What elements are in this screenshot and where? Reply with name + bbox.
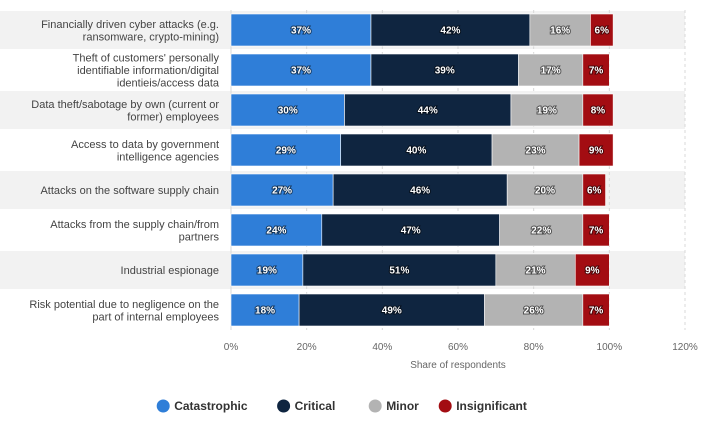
bar-segment-minor[interactable] <box>499 213 584 247</box>
bar-segment-minor[interactable] <box>510 93 584 127</box>
data-label: 46% <box>410 186 430 197</box>
data-label: 7% <box>589 226 604 237</box>
data-label: 44% <box>418 106 438 117</box>
legend-marker-insignificant[interactable] <box>438 399 452 413</box>
bar-segment-critical[interactable] <box>302 253 497 287</box>
data-label: 24% <box>266 226 286 237</box>
category-label: former) employees <box>127 111 219 123</box>
bar-segment-catastrophic[interactable] <box>230 293 300 327</box>
bar-segment-insignificant[interactable] <box>582 173 606 207</box>
bar-segment-insignificant[interactable] <box>590 13 614 47</box>
bar-segment-insignificant[interactable] <box>574 253 610 287</box>
bar-segment-catastrophic[interactable] <box>230 173 334 207</box>
x-tick-label: 60% <box>448 342 468 353</box>
category-label: part of internal employees <box>92 311 219 323</box>
data-label: 37% <box>291 26 311 37</box>
data-label: 19% <box>537 106 557 117</box>
legend-item-catastrophic[interactable]: Catastrophic <box>174 399 248 413</box>
bar-segment-critical[interactable] <box>340 133 493 167</box>
x-tick-label: 100% <box>597 342 623 353</box>
data-label: 23% <box>526 146 546 157</box>
category-label: partners <box>179 231 220 243</box>
bar-segment-critical[interactable] <box>298 293 485 327</box>
data-label: 27% <box>272 186 292 197</box>
data-label: 9% <box>585 266 600 277</box>
data-label: 6% <box>587 186 602 197</box>
bar-segment-insignificant[interactable] <box>578 133 614 167</box>
bar-segment-catastrophic[interactable] <box>230 253 304 287</box>
data-label: 47% <box>401 226 421 237</box>
bar-segment-catastrophic[interactable] <box>230 133 342 167</box>
category-label: ransomware, crypto-mining) <box>83 31 219 43</box>
x-axis-title: Share of respondents <box>410 360 506 371</box>
bar-segment-insignificant[interactable] <box>582 293 610 327</box>
x-tick-label: 120% <box>672 342 698 353</box>
bar-segment-minor[interactable] <box>518 53 584 87</box>
legend-item-critical[interactable]: Critical <box>295 399 336 413</box>
legend-item-insignificant[interactable]: Insignificant <box>456 399 527 413</box>
data-label: 37% <box>291 66 311 77</box>
data-label: 22% <box>531 226 551 237</box>
data-label: 42% <box>440 26 460 37</box>
category-label: Attacks from the supply chain/from <box>50 219 219 231</box>
bar-segment-minor[interactable] <box>495 253 576 287</box>
bar-segment-minor[interactable] <box>484 293 584 327</box>
data-label: 6% <box>595 26 610 37</box>
data-label: 7% <box>589 66 604 77</box>
bar-segment-insignificant[interactable] <box>582 213 610 247</box>
data-label: 18% <box>255 306 275 317</box>
data-label: 9% <box>589 146 604 157</box>
category-label: Data theft/sabotage by own (current or <box>31 99 219 111</box>
data-label: 21% <box>526 266 546 277</box>
bar-segment-minor[interactable] <box>491 133 580 167</box>
x-tick-label: 0% <box>224 342 239 353</box>
category-label: Financially driven cyber attacks (e.g. <box>41 19 219 31</box>
data-label: 30% <box>278 106 298 117</box>
bar-segment-minor[interactable] <box>506 173 584 207</box>
bar-segment-catastrophic[interactable] <box>230 93 345 127</box>
data-label: 29% <box>276 146 296 157</box>
category-label: identifiable information/digital <box>77 65 219 77</box>
category-label: identieis/access data <box>117 78 220 90</box>
data-label: 8% <box>591 106 606 117</box>
bar-segment-catastrophic[interactable] <box>230 13 372 47</box>
data-label: 51% <box>389 266 409 277</box>
legend-marker-catastrophic[interactable] <box>156 399 170 413</box>
bar-segment-catastrophic[interactable] <box>230 53 372 87</box>
data-label: 20% <box>535 186 555 197</box>
legend-marker-critical[interactable] <box>277 399 291 413</box>
data-label: 16% <box>550 26 570 37</box>
bar-segment-insignificant[interactable] <box>582 93 614 127</box>
data-label: 39% <box>435 66 455 77</box>
bar-segment-critical[interactable] <box>321 213 500 247</box>
data-label: 40% <box>406 146 426 157</box>
category-label: Industrial espionage <box>121 265 219 277</box>
category-label: Risk potential due to negligence on the <box>29 299 219 311</box>
data-label: 26% <box>524 306 544 317</box>
category-label: Access to data by government <box>71 139 219 151</box>
bar-segment-critical[interactable] <box>332 173 508 207</box>
bar-segment-catastrophic[interactable] <box>230 213 323 247</box>
legend-marker-minor[interactable] <box>368 399 382 413</box>
data-label: 19% <box>257 266 277 277</box>
data-label: 7% <box>589 306 604 317</box>
data-label: 49% <box>382 306 402 317</box>
category-label: Theft of customers' personally <box>73 53 220 65</box>
x-tick-label: 40% <box>372 342 392 353</box>
category-label: Attacks on the software supply chain <box>40 185 219 197</box>
bar-segment-minor[interactable] <box>529 13 591 47</box>
x-tick-label: 20% <box>297 342 317 353</box>
x-tick-label: 80% <box>524 342 544 353</box>
data-label: 17% <box>541 66 561 77</box>
legend-item-minor[interactable]: Minor <box>386 399 419 413</box>
category-label: intelligence agencies <box>117 151 220 163</box>
bar-segment-insignificant[interactable] <box>582 53 610 87</box>
